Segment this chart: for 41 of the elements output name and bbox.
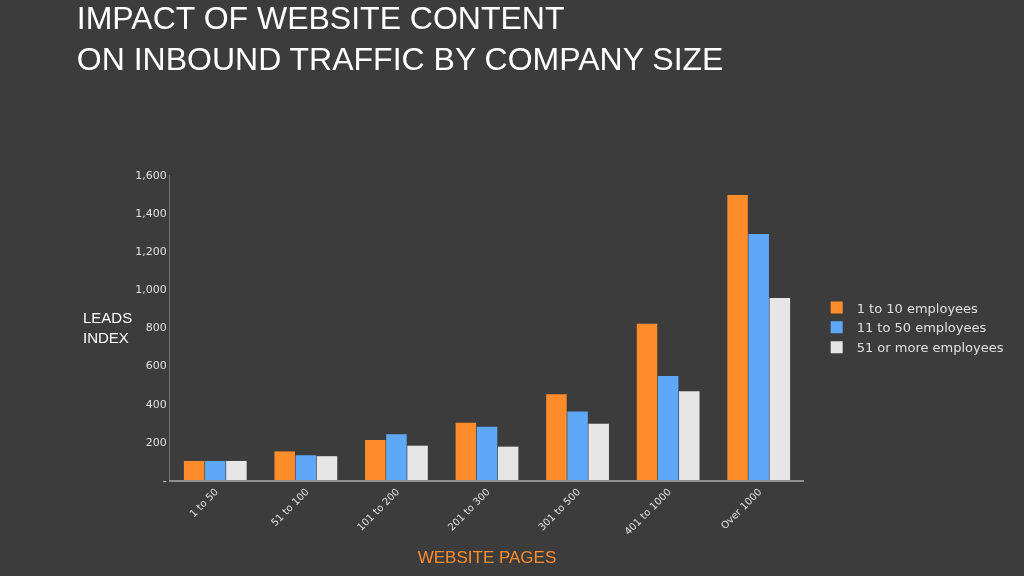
bar bbox=[205, 460, 226, 480]
chart-title: IMPACT OF WEBSITE CONTENT ON INBOUND TRAFFIC BY COMPANY SIZE bbox=[76, 0, 724, 78]
y-tick-label: 400 bbox=[145, 397, 167, 411]
legend-label: 1 to 10 employees bbox=[856, 300, 979, 316]
bar bbox=[407, 445, 428, 480]
bar bbox=[727, 195, 748, 480]
bar bbox=[748, 234, 769, 480]
bar bbox=[567, 411, 588, 480]
bar bbox=[226, 460, 247, 480]
bar bbox=[769, 297, 791, 480]
bar bbox=[497, 446, 519, 480]
bar bbox=[455, 422, 477, 480]
x-axis-title: WEBSITE PAGES bbox=[417, 547, 557, 567]
x-tick-label: 51 to 100 bbox=[268, 486, 311, 529]
y-axis-title: LEADS INDEX bbox=[83, 309, 133, 346]
bar bbox=[274, 451, 295, 480]
x-tick-label: 1 to 50 bbox=[187, 486, 221, 520]
bar bbox=[546, 394, 567, 480]
y-tick-label: 800 bbox=[145, 321, 167, 335]
y-tick-label: 600 bbox=[145, 359, 167, 373]
bar bbox=[183, 460, 205, 480]
bar bbox=[316, 456, 338, 480]
y-tick-label: 1,200 bbox=[135, 245, 167, 259]
bar bbox=[295, 455, 317, 480]
y-tick-label: 1,000 bbox=[135, 283, 167, 297]
x-tick-label: 201 to 300 bbox=[445, 486, 492, 533]
bar bbox=[588, 423, 609, 480]
bar bbox=[365, 439, 386, 480]
bar bbox=[386, 434, 407, 480]
bar bbox=[636, 323, 658, 480]
legend-label: 51 or more employees bbox=[856, 340, 1004, 356]
x-tick-label: 301 to 500 bbox=[536, 486, 583, 533]
y-tick-label: 1,600 bbox=[135, 168, 167, 182]
y-tick-label: - bbox=[162, 473, 167, 487]
bar bbox=[657, 376, 679, 480]
y-tick-label: 200 bbox=[145, 435, 167, 449]
bar bbox=[679, 391, 700, 480]
bar bbox=[476, 426, 498, 480]
x-tick-label: 101 to 200 bbox=[355, 486, 402, 533]
y-tick-label: 1,400 bbox=[135, 206, 167, 220]
legend-label: 11 to 50 employees bbox=[856, 320, 987, 336]
